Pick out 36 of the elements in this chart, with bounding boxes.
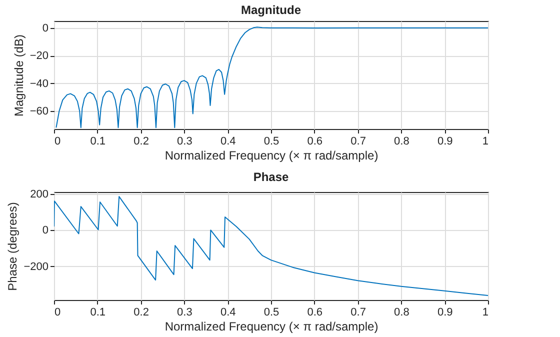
x-tick-label: 0.3 xyxy=(177,136,192,148)
x-tick-label: 0.9 xyxy=(437,136,453,148)
y-tick-label: 0 xyxy=(42,224,48,237)
y-tick-label: −20 xyxy=(30,50,48,62)
x-tick-label: 1 xyxy=(482,306,488,318)
line-series xyxy=(56,26,488,128)
x-tick-label: 0.7 xyxy=(350,306,366,318)
x-tick-label: 0.4 xyxy=(220,306,236,318)
y-axis-title: Magnitude (dB) xyxy=(12,34,26,117)
chart-title: Magnitude xyxy=(241,3,302,17)
x-tick-label: 0.8 xyxy=(394,136,410,148)
x-tick-label: 0.8 xyxy=(394,306,410,318)
x-tick-label: 0.5 xyxy=(264,306,280,318)
x-tick-label: 0.1 xyxy=(90,306,106,318)
x-tick-label: 0.2 xyxy=(134,306,149,318)
x-tick-label: 0.3 xyxy=(177,306,192,318)
x-tick-label: 0 xyxy=(54,306,61,318)
x-tick-label: 0.6 xyxy=(307,306,323,318)
x-tick-label: 0 xyxy=(54,136,61,148)
x-tick-label: 0.9 xyxy=(437,306,453,318)
x-tick-label: 1 xyxy=(482,136,488,148)
x-tick-label: 0.2 xyxy=(134,136,149,148)
x-tick-label: 0.7 xyxy=(350,136,366,148)
x-axis-title: Normalized Frequency (× π rad/sample) xyxy=(164,320,378,334)
x-tick-label: 0.6 xyxy=(307,136,323,148)
y-tick-label: 0 xyxy=(42,22,48,34)
x-axis-title: Normalized Frequency (× π rad/sample) xyxy=(164,148,378,162)
y-tick-label: 200 xyxy=(30,188,48,200)
x-tick-label: 0.5 xyxy=(264,136,280,148)
chart-title: Phase xyxy=(253,170,289,184)
x-tick-label: 0.1 xyxy=(90,136,106,148)
y-tick-label: −40 xyxy=(30,78,48,90)
x-tick-label: 0.4 xyxy=(220,136,236,148)
y-tick-label: −60 xyxy=(30,106,48,118)
y-tick-label: −200 xyxy=(24,260,48,273)
y-axis-title: Phase (degrees) xyxy=(6,202,20,291)
